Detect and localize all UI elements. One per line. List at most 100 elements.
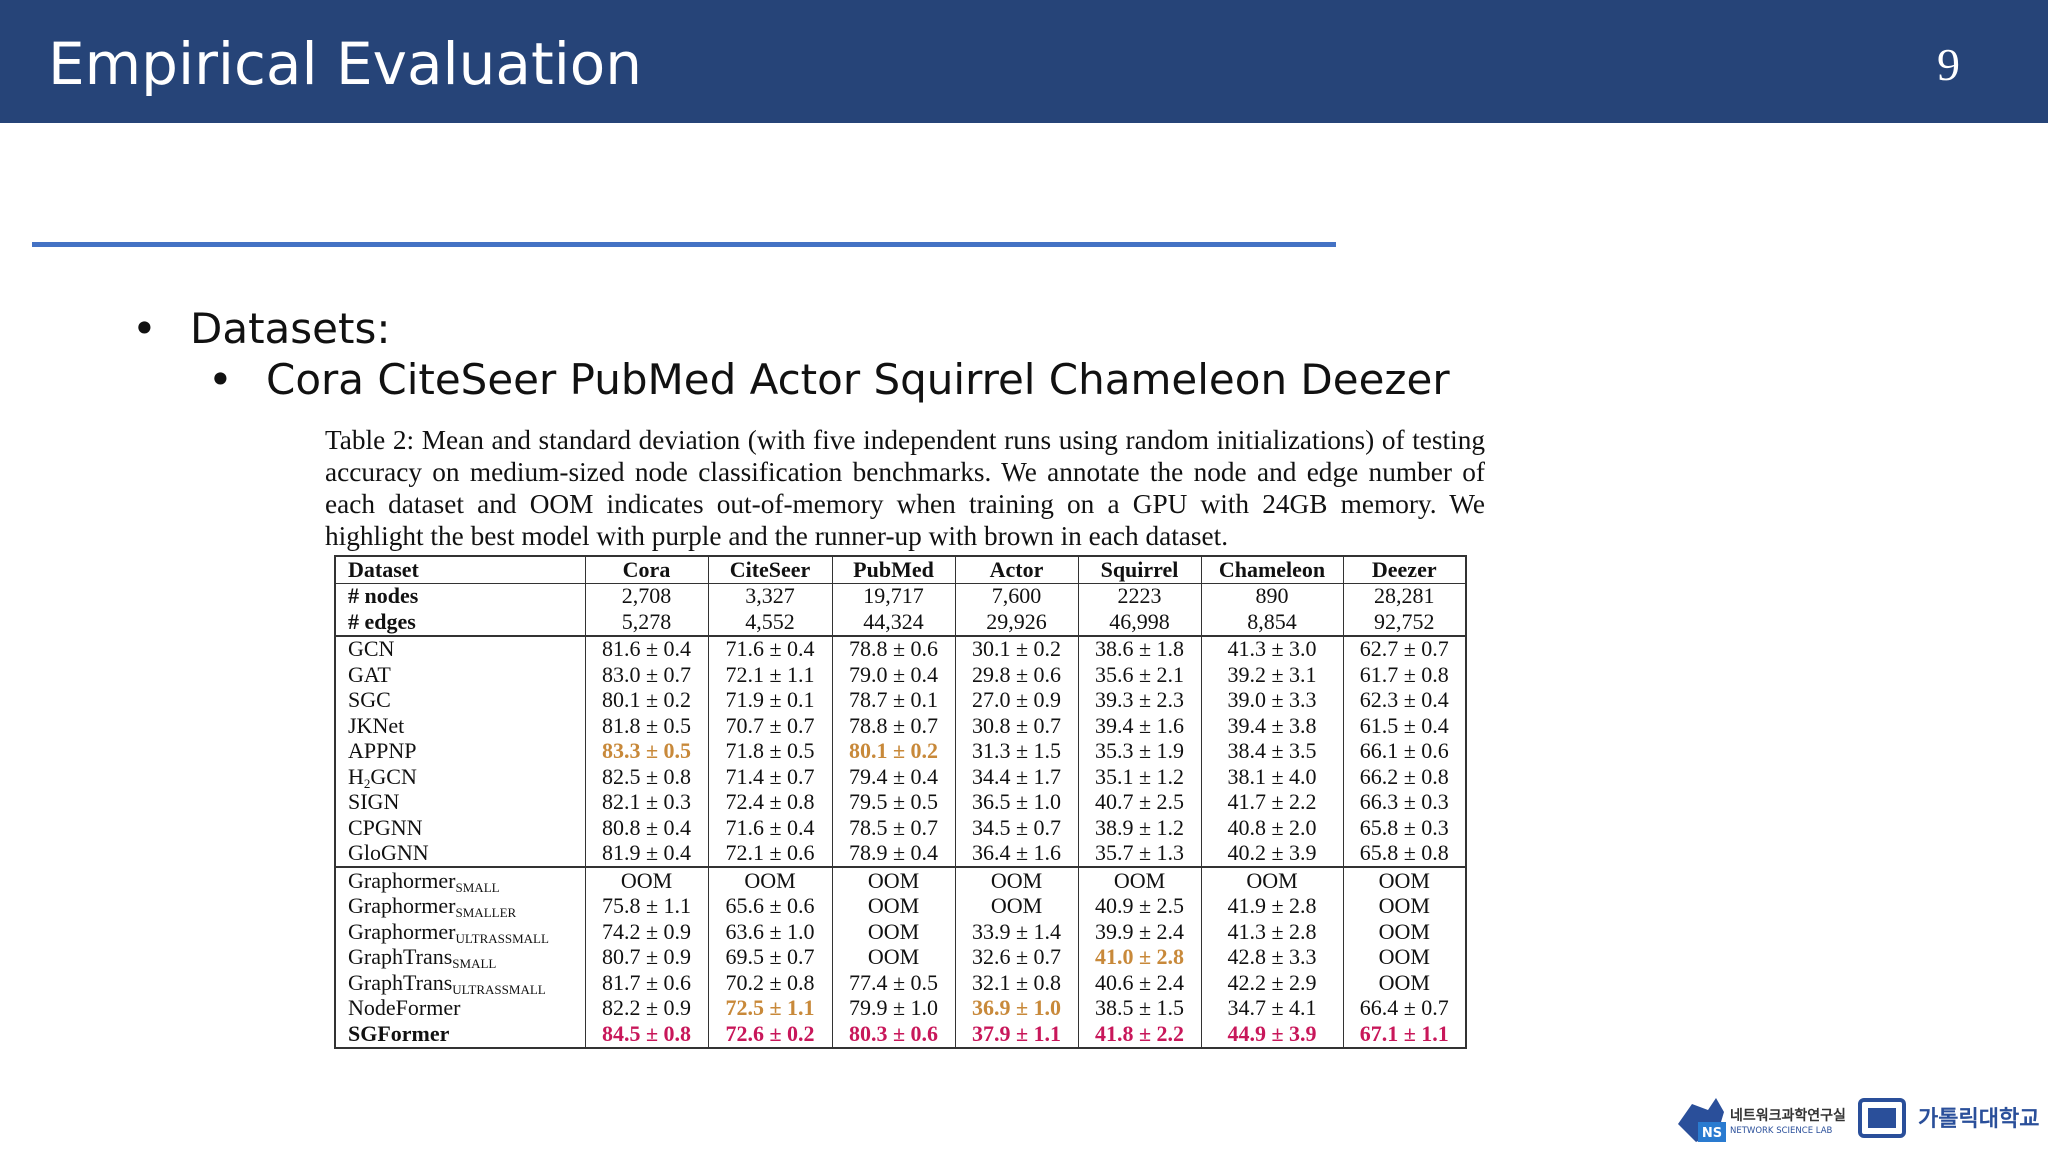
model-row: GAT 83.0 ± 0.7 72.1 ± 1.1 79.0 ± 0.4 29.8 ± … bbox=[334, 661, 1466, 688]
bullet-text: Datasets: bbox=[190, 304, 391, 353]
value-cell: 30.8 ± 0.7 bbox=[954, 713, 1078, 739]
value-cell: 31.3 ± 1.5 bbox=[954, 738, 1078, 764]
value-cell: 890 bbox=[1200, 583, 1343, 609]
header-cell: Deezer bbox=[1342, 556, 1466, 584]
value-cell: 36.4 ± 1.6 bbox=[954, 840, 1078, 867]
model-row: SGC 80.1 ± 0.2 71.9 ± 0.1 78.7 ± 0.1 27.0 ± … bbox=[334, 687, 1466, 713]
value-cell: 38.9 ± 1.2 bbox=[1077, 815, 1201, 841]
model-row: GraphormerULTRASSMALL 74.2 ± 0.9 63.6 ± 1.… bbox=[334, 918, 1466, 945]
model-text: NodeFormer bbox=[348, 995, 461, 1021]
value-cell: 72.5 ± 1.1 bbox=[707, 995, 832, 1021]
value-cell: 79.9 ± 1.0 bbox=[831, 995, 955, 1021]
model-text: GloGNN bbox=[348, 840, 429, 866]
value-cell: 80.8 ± 0.4 bbox=[584, 815, 708, 841]
value-cell: 5,278 bbox=[584, 609, 708, 636]
model-row: GCN 81.6 ± 0.4 71.6 ± 0.4 78.8 ± 0.6 30.1 ± … bbox=[334, 634, 1466, 662]
value-cell: 65.6 ± 0.6 bbox=[707, 893, 832, 919]
model-name: GraphormerULTRASSMALL bbox=[334, 918, 585, 945]
header-cell: CiteSeer bbox=[707, 556, 832, 584]
value-cell: 44,324 bbox=[831, 609, 955, 636]
value-cell: 72.4 ± 0.8 bbox=[707, 789, 832, 815]
value-cell: 80.1 ± 0.2 bbox=[831, 738, 955, 764]
model-row: APPNP 83.3 ± 0.5 71.8 ± 0.5 80.1 ± 0.2 31.3 … bbox=[334, 738, 1466, 764]
logos: NS 네트워크과학연구실 NETWORK SCIENCE LAB 가톨릭대학교 bbox=[1678, 1098, 2039, 1142]
value-cell: 79.4 ± 0.4 bbox=[831, 764, 955, 790]
value-cell: OOM bbox=[584, 866, 708, 894]
value-cell: OOM bbox=[1200, 866, 1343, 894]
value-cell: 7,600 bbox=[954, 583, 1078, 609]
value-cell: 40.9 ± 2.5 bbox=[1077, 893, 1201, 919]
row-label: # nodes bbox=[334, 583, 585, 609]
header-cell: Actor bbox=[954, 556, 1078, 584]
value-cell: 66.1 ± 0.6 bbox=[1342, 738, 1466, 764]
value-cell: 46,998 bbox=[1077, 609, 1201, 636]
header-cell: Chameleon bbox=[1200, 556, 1343, 584]
model-text: SGC bbox=[348, 687, 391, 713]
header-cell: Dataset bbox=[334, 556, 585, 584]
value-cell: 39.4 ± 3.8 bbox=[1200, 713, 1343, 739]
value-cell: 2223 bbox=[1077, 583, 1201, 609]
model-text: GCN bbox=[348, 636, 395, 662]
model-row: SGFormer 84.5 ± 0.8 72.6 ± 0.2 80.3 ± 0.6 37… bbox=[334, 1021, 1466, 1048]
value-cell: OOM bbox=[1342, 919, 1466, 945]
value-cell: OOM bbox=[1342, 970, 1466, 996]
value-cell: OOM bbox=[1342, 893, 1466, 919]
value-cell: 34.4 ± 1.7 bbox=[954, 764, 1078, 790]
value-cell: 32.1 ± 0.8 bbox=[954, 970, 1078, 996]
value-cell: 34.7 ± 4.1 bbox=[1200, 995, 1343, 1021]
page-number: 9 bbox=[1937, 39, 1960, 90]
value-cell: 40.6 ± 2.4 bbox=[1077, 970, 1201, 996]
stats-row: # edges 5,278 4,552 44,324 29,926 46,998 8,854… bbox=[334, 609, 1466, 636]
model-text: GCN bbox=[370, 763, 417, 789]
model-subscript: 2 bbox=[363, 775, 371, 791]
value-cell: 83.0 ± 0.7 bbox=[584, 662, 708, 688]
model-text: H bbox=[348, 763, 364, 789]
value-cell: 80.1 ± 0.2 bbox=[584, 687, 708, 713]
value-cell: 44.9 ± 3.9 bbox=[1200, 1021, 1343, 1048]
model-row: GloGNN 81.9 ± 0.4 72.1 ± 0.6 78.9 ± 0.4 36.4… bbox=[334, 840, 1466, 867]
model-name: APPNP bbox=[334, 738, 585, 764]
value-cell: 41.0 ± 2.8 bbox=[1077, 944, 1201, 970]
model-name: JKNet bbox=[334, 713, 585, 739]
value-cell: 36.5 ± 1.0 bbox=[954, 789, 1078, 815]
value-cell: 79.0 ± 0.4 bbox=[831, 662, 955, 688]
value-cell: 81.7 ± 0.6 bbox=[584, 970, 708, 996]
value-cell: 63.6 ± 1.0 bbox=[707, 919, 832, 945]
model-row: H2GCN 82.5 ± 0.8 71.4 ± 0.7 79.4 ± 0.4 34.4 … bbox=[334, 763, 1466, 791]
value-cell: 39.2 ± 3.1 bbox=[1200, 662, 1343, 688]
value-cell: 62.7 ± 0.7 bbox=[1342, 634, 1466, 662]
value-cell: 37.9 ± 1.1 bbox=[954, 1021, 1078, 1048]
value-cell: 78.7 ± 0.1 bbox=[831, 687, 955, 713]
model-text: APPNP bbox=[348, 738, 417, 764]
value-cell: 78.9 ± 0.4 bbox=[831, 840, 955, 867]
value-cell: 42.8 ± 3.3 bbox=[1200, 944, 1343, 970]
value-cell: 41.3 ± 3.0 bbox=[1200, 634, 1343, 662]
model-row: GraphormerSMALL OOM OOM OOM OOM OOM OOM OOM bbox=[334, 866, 1466, 894]
model-row: GraphTransSMALL 80.7 ± 0.9 69.5 ± 0.7 OOM 32… bbox=[334, 944, 1466, 970]
university: 가톨릭대학교 bbox=[1918, 1107, 2039, 1132]
header-row: Dataset Cora CiteSeer PubMed Actor Squirrel Ch… bbox=[334, 556, 1466, 584]
value-cell: 42.2 ± 2.9 bbox=[1200, 970, 1343, 996]
value-cell: OOM bbox=[707, 866, 832, 894]
value-cell: 35.1 ± 1.2 bbox=[1077, 764, 1201, 790]
value-cell: 81.6 ± 0.4 bbox=[584, 634, 708, 662]
value-cell: 32.6 ± 0.7 bbox=[954, 944, 1078, 970]
value-cell: OOM bbox=[831, 866, 955, 894]
model-name: SGFormer bbox=[334, 1021, 585, 1048]
value-cell: 78.8 ± 0.6 bbox=[831, 634, 955, 662]
uni-logo-inner bbox=[1868, 1108, 1896, 1128]
model-text: Graphormer bbox=[348, 918, 456, 944]
bullet-text: Cora CiteSeer PubMed Actor Squirrel Cham… bbox=[266, 355, 1450, 404]
value-cell: 38.6 ± 1.8 bbox=[1077, 634, 1201, 662]
value-cell: 71.6 ± 0.4 bbox=[707, 815, 832, 841]
model-text: GAT bbox=[348, 661, 391, 687]
lab-english: NETWORK SCIENCE LAB bbox=[1730, 1126, 1833, 1136]
value-cell: 40.8 ± 2.0 bbox=[1200, 815, 1343, 841]
value-cell: 72.1 ± 0.6 bbox=[707, 840, 832, 867]
model-name: SGC bbox=[334, 687, 585, 713]
model-row: GraphormerSMALLER 75.8 ± 1.1 65.6 ± 0.6 OOM… bbox=[334, 893, 1466, 919]
model-text: CPGNN bbox=[348, 814, 423, 840]
model-text: SIGN bbox=[348, 789, 400, 815]
value-cell: 71.9 ± 0.1 bbox=[707, 687, 832, 713]
